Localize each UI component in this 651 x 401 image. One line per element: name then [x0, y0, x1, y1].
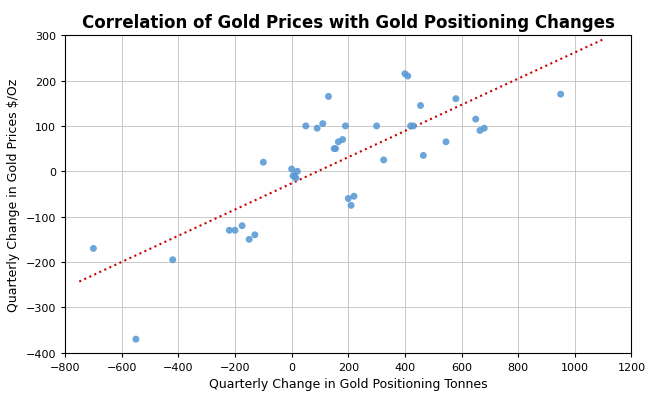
Point [330, 146, 340, 152]
Point [301, 124, 311, 130]
Point [406, 124, 416, 130]
Point [372, 124, 382, 130]
Point [346, 203, 356, 209]
Point [230, 227, 240, 234]
Point [249, 232, 260, 239]
Point [343, 196, 353, 202]
Point [318, 121, 328, 128]
Point [292, 169, 303, 175]
Point [471, 117, 481, 123]
Point [408, 124, 419, 130]
Point [349, 194, 359, 200]
Point [324, 94, 334, 100]
Point [378, 157, 389, 164]
Point [340, 124, 351, 130]
Y-axis label: Quarterly Change in Gold Prices $/Oz: Quarterly Change in Gold Prices $/Oz [7, 78, 20, 311]
X-axis label: Quarterly Change in Gold Positioning Tonnes: Quarterly Change in Gold Positioning Ton… [209, 377, 488, 390]
Point [224, 227, 234, 234]
Title: Correlation of Gold Prices with Gold Positioning Changes: Correlation of Gold Prices with Gold Pos… [82, 14, 615, 32]
Point [479, 126, 490, 132]
Point [333, 139, 344, 146]
Point [89, 245, 99, 252]
Point [289, 173, 299, 180]
Point [402, 74, 413, 80]
Point [244, 237, 255, 243]
Point [418, 153, 428, 159]
Point [167, 257, 178, 263]
Point [475, 128, 485, 134]
Point [337, 137, 348, 144]
Point [400, 71, 410, 78]
Point [291, 176, 301, 182]
Point [131, 336, 141, 342]
Point [258, 160, 269, 166]
Point [312, 126, 322, 132]
Point [441, 139, 451, 146]
Point [237, 223, 247, 229]
Point [555, 92, 566, 98]
Point [288, 173, 298, 180]
Point [286, 166, 297, 173]
Point [450, 96, 461, 103]
Point [415, 103, 426, 109]
Point [329, 146, 339, 152]
